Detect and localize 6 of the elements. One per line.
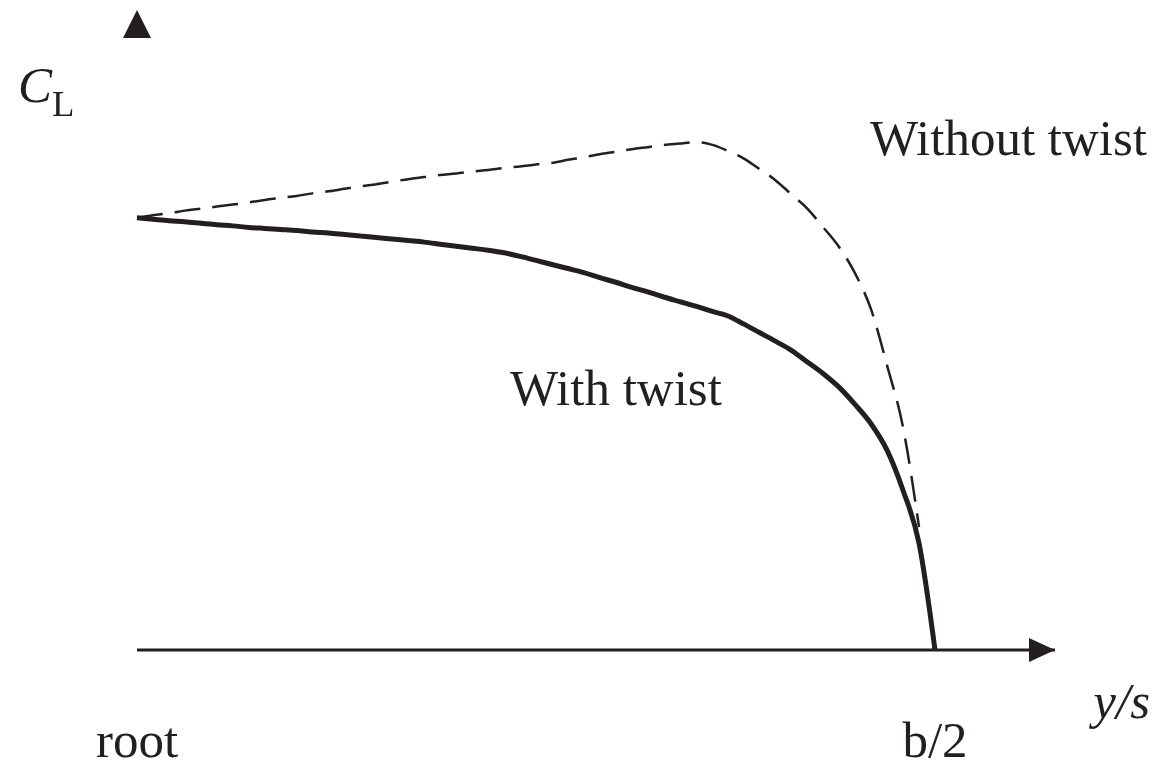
series-label: Without twist xyxy=(870,110,1148,166)
x-axis-title: y/s xyxy=(1088,673,1150,729)
series-label: With twist xyxy=(510,360,722,416)
y-axis-title: C$_{L}$ xyxy=(18,57,75,124)
x-tick-label: b/2 xyxy=(902,712,968,761)
x-tick-label: root xyxy=(95,712,179,761)
